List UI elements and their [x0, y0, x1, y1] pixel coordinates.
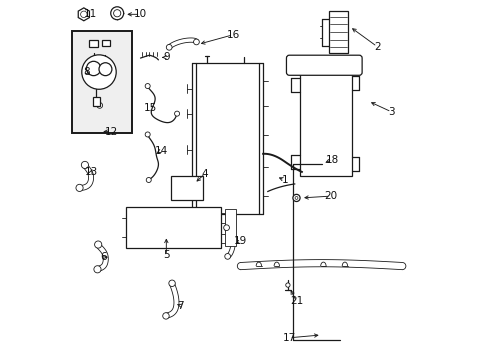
- Text: 8: 8: [83, 67, 90, 77]
- Text: 1: 1: [281, 175, 287, 185]
- Circle shape: [294, 197, 297, 199]
- Bar: [72, 31, 131, 134]
- Bar: [171, 176, 203, 200]
- Circle shape: [163, 313, 169, 319]
- Circle shape: [146, 177, 151, 183]
- Text: 3: 3: [387, 107, 394, 117]
- Circle shape: [145, 84, 150, 89]
- Circle shape: [166, 44, 172, 50]
- Bar: [92, 97, 100, 106]
- FancyBboxPatch shape: [286, 55, 362, 75]
- Text: 15: 15: [143, 103, 157, 113]
- Circle shape: [174, 111, 179, 116]
- Bar: [89, 40, 98, 46]
- Text: 10: 10: [134, 9, 147, 19]
- Bar: [328, 12, 348, 53]
- Circle shape: [81, 55, 116, 89]
- Text: 16: 16: [226, 30, 239, 40]
- Circle shape: [99, 63, 112, 76]
- Circle shape: [145, 132, 150, 137]
- Circle shape: [81, 161, 88, 168]
- Text: 11: 11: [83, 9, 97, 19]
- Bar: [102, 40, 109, 46]
- Circle shape: [193, 39, 199, 45]
- Text: 4: 4: [202, 168, 208, 179]
- Circle shape: [223, 225, 229, 230]
- Bar: [224, 209, 235, 246]
- Text: 21: 21: [289, 296, 303, 306]
- Text: 20: 20: [324, 191, 336, 201]
- Text: 7: 7: [177, 301, 183, 311]
- Circle shape: [110, 7, 123, 20]
- Circle shape: [97, 103, 102, 108]
- Text: 18: 18: [325, 154, 338, 165]
- Circle shape: [76, 184, 83, 192]
- Text: 9: 9: [163, 52, 169, 62]
- Bar: [300, 71, 351, 176]
- Text: 2: 2: [373, 42, 380, 51]
- Text: 13: 13: [84, 167, 98, 177]
- Bar: [196, 63, 258, 214]
- Circle shape: [94, 241, 102, 248]
- Circle shape: [168, 280, 175, 287]
- Text: 19: 19: [234, 236, 247, 246]
- Circle shape: [86, 61, 101, 76]
- Circle shape: [113, 10, 121, 17]
- Circle shape: [285, 283, 289, 287]
- Circle shape: [94, 266, 101, 273]
- Text: 14: 14: [154, 145, 167, 156]
- Text: 17: 17: [282, 333, 295, 343]
- Circle shape: [292, 194, 300, 202]
- Circle shape: [81, 11, 87, 18]
- Text: 12: 12: [104, 127, 118, 136]
- Text: 5: 5: [163, 250, 169, 260]
- Circle shape: [224, 253, 230, 259]
- Bar: [126, 207, 221, 248]
- Text: 6: 6: [101, 252, 107, 262]
